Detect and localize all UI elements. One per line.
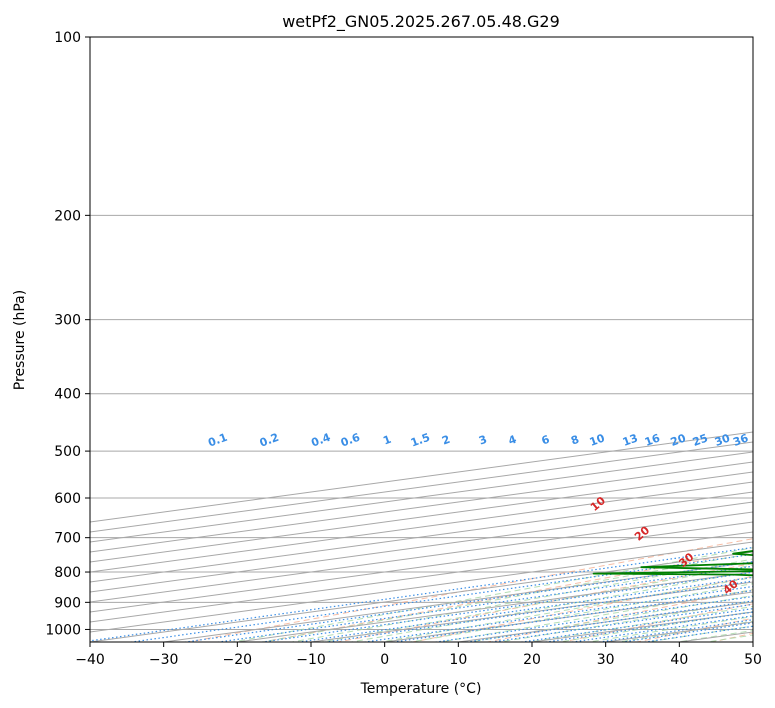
axes: −40 −30 −20 −10 0 10 20 30 40 5010020030040050060… <box>45 30 762 668</box>
y-tick-label: 500 <box>54 444 81 460</box>
mixing-ratio-label: 10 <box>588 431 607 449</box>
x-tick-label: −10 <box>296 652 326 668</box>
y-axis-title: Pressure (hPa) <box>12 290 28 390</box>
mixing-ratio-label: 6 <box>540 433 552 448</box>
line-labels: -100-90-80-70-60-50-40-30-20-1000.10.20.… <box>206 431 750 598</box>
y-tick-label: 1000 <box>45 622 81 638</box>
mixing-ratio-label: 0.4 <box>309 431 332 450</box>
mixing-ratio-line <box>595 619 753 642</box>
plot-frame <box>89 36 754 643</box>
mixing-ratio-label: 16 <box>643 431 662 449</box>
y-tick-label: 600 <box>54 491 81 507</box>
isotherm-line <box>90 451 753 543</box>
isotherm-line <box>90 501 753 593</box>
mixing-ratio-label: 25 <box>691 431 710 448</box>
background-lines <box>90 37 753 642</box>
chart-title: wetPf2_GN05.2025.267.05.48.G29 <box>282 12 560 32</box>
dry-adiabat-line <box>186 538 753 642</box>
isotherm-line <box>90 461 753 553</box>
mixing-ratio-label: 0.1 <box>206 431 229 450</box>
x-tick-label: −40 <box>75 652 105 668</box>
mixing-ratio-label: 0.2 <box>258 431 281 450</box>
dry-adiabat-line <box>410 575 753 642</box>
mixing-ratio-line <box>294 576 753 642</box>
mixing-ratio-line <box>258 571 753 642</box>
mixing-ratio-label: 1 <box>381 433 393 448</box>
mixing-ratio-label: 2 <box>440 433 452 448</box>
x-tick-label: −20 <box>223 652 253 668</box>
y-tick-label: 400 <box>54 387 81 403</box>
moist-adiabat-line <box>348 570 753 642</box>
mixing-ratio-label: 0.6 <box>339 431 362 450</box>
x-tick-label: 10 <box>449 652 467 668</box>
x-tick-label: 30 <box>597 652 615 668</box>
x-tick-label: 50 <box>744 652 762 668</box>
mixing-ratio-label: 13 <box>621 431 640 448</box>
mixing-ratio-line <box>181 561 753 642</box>
x-tick-label: 0 <box>380 652 389 668</box>
mixing-ratio-label: 30 <box>713 431 732 449</box>
mixing-ratio-label: 3 <box>477 433 489 448</box>
isotherm-line <box>90 481 753 573</box>
mixing-ratio-label: 4 <box>507 433 519 448</box>
mixing-ratio-line <box>214 565 753 642</box>
mixing-ratio-label: 8 <box>569 433 581 448</box>
moist-adiabat-line <box>318 564 753 642</box>
x-axis-title: Temperature (°C) <box>360 681 482 697</box>
moist-adiabat-line <box>466 595 753 642</box>
y-tick-label: 200 <box>54 208 81 224</box>
x-tick-label: −30 <box>149 652 179 668</box>
mixing-ratio-line <box>542 611 753 642</box>
y-tick-label: 900 <box>54 595 81 611</box>
x-tick-label: 20 <box>523 652 541 668</box>
mixing-ratio-label: 20 <box>669 431 688 449</box>
mixing-ratio-line <box>568 615 753 642</box>
mixing-ratio-label: 1.5 <box>409 431 432 450</box>
mixing-ratio-label: 36 <box>731 431 750 449</box>
isotherm-line <box>90 521 753 613</box>
y-tick-label: 700 <box>54 531 81 547</box>
moist-adiabat-line <box>230 547 753 642</box>
isotherm-line <box>90 511 753 603</box>
y-tick-label: 800 <box>54 565 81 581</box>
x-tick-label: 40 <box>670 652 688 668</box>
y-tick-label: 100 <box>54 30 81 46</box>
moist-adiabat-line <box>407 583 753 642</box>
isotherm-line <box>90 471 753 563</box>
isotherm-line <box>90 491 753 583</box>
isotherm-line <box>90 531 753 623</box>
y-tick-label: 300 <box>54 313 81 329</box>
moist-adiabat-line <box>496 600 753 642</box>
